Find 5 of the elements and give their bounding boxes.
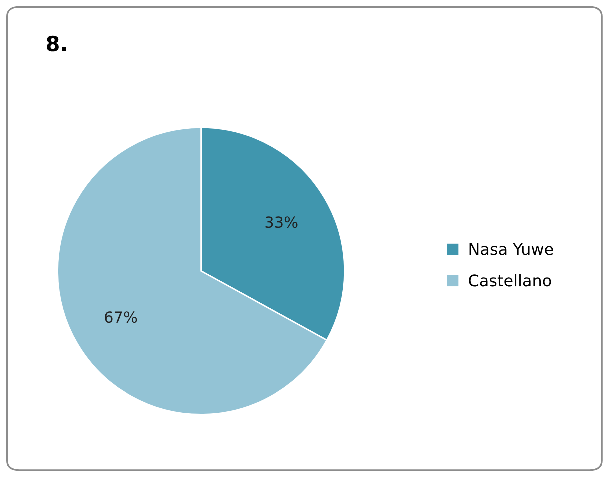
- chart-title: 8.: [47, 36, 66, 52]
- legend-label: Castellano: [469, 274, 552, 287]
- legend-label: Nasa Yuwe: [470, 243, 554, 256]
- data-label: 67%: [105, 312, 138, 324]
- data-label: 33%: [266, 216, 298, 228]
